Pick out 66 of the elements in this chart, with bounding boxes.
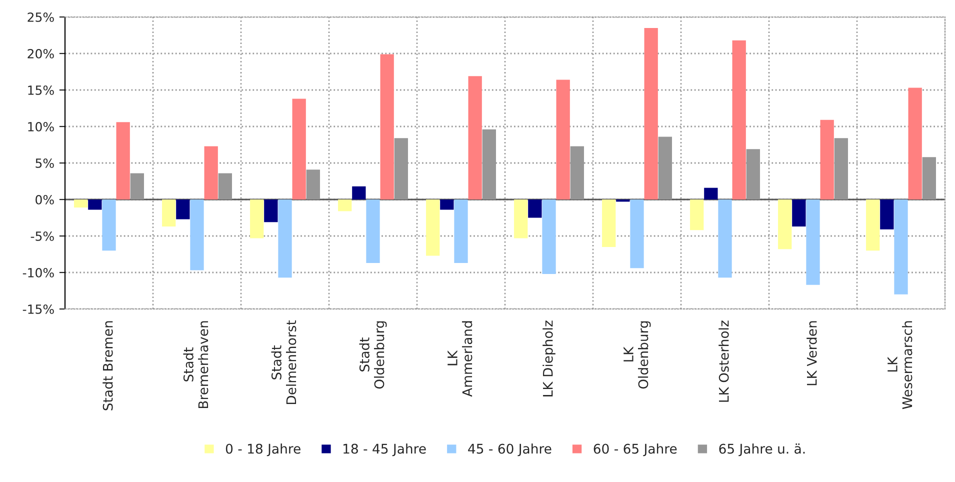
bar [468,76,482,200]
y-tick-label: 25% [28,12,54,22]
bar [190,200,204,270]
x-tick-label: Stadt Bremen [102,321,113,410]
y-tick-label: 15% [28,85,54,95]
bar [352,186,366,200]
legend-label: 60 - 65 Jahre [594,444,677,456]
legend-label: 65 Jahre u. ä. [719,444,805,456]
bar [792,200,806,227]
x-tick-label: LK Wesermarsch [888,321,912,410]
bar [162,200,176,227]
bar [514,200,528,238]
bar [176,200,190,220]
legend-label: 45 - 60 Jahre [468,444,552,456]
x-tick-label: Stadt Delmenhorst [271,320,296,404]
bar [130,173,144,200]
bar [278,200,292,278]
bar [704,188,718,200]
bar [292,98,306,200]
bar [204,146,218,200]
bar [542,200,556,274]
x-tick-label: LK Diepholz [542,320,556,396]
bar [440,200,454,210]
bar [306,170,320,200]
bar [866,200,880,251]
bar [880,200,894,230]
bar [454,200,468,264]
bar [894,200,908,294]
bar [426,200,440,256]
legend-label: 18 - 45 Jahre [344,444,426,456]
x-tick-label: Stadt Bremerhaven [183,321,208,408]
bar [250,200,264,238]
bar [88,200,102,210]
bar [338,200,352,212]
x-tick-label: Stadt Oldenburg [359,321,387,389]
bar [264,200,278,222]
y-tick-label: 20% [28,48,54,58]
y-tick-label: 0% [36,194,54,204]
y-tick-label: -5% [30,231,54,241]
bar [718,200,732,278]
x-tick-label: LK Oldenburg [624,321,651,389]
bar [644,28,658,200]
bar [528,200,542,218]
y-tick-label: -15% [22,304,54,314]
bar [116,122,130,200]
bar [908,88,922,200]
y-tick-label: 5% [36,158,54,168]
x-tick-label: LK Osterholz [718,320,729,402]
bar [806,200,820,285]
y-tick-label: 10% [28,122,54,132]
y-tick-label: -10% [22,268,54,278]
bar [380,54,394,200]
x-tick-label: LK Ammerland [448,321,472,397]
bar [778,200,792,250]
bar [102,200,116,251]
bar [218,173,232,200]
legend-label: 0 - 18 Jahre [226,444,300,456]
bar [74,200,88,208]
bar [556,80,570,200]
bar [690,200,704,230]
x-tick-label: LK Verden [806,321,817,386]
bar [630,200,644,268]
bar [366,200,380,264]
bar [820,120,834,200]
bar [732,40,746,200]
bar [602,200,616,247]
